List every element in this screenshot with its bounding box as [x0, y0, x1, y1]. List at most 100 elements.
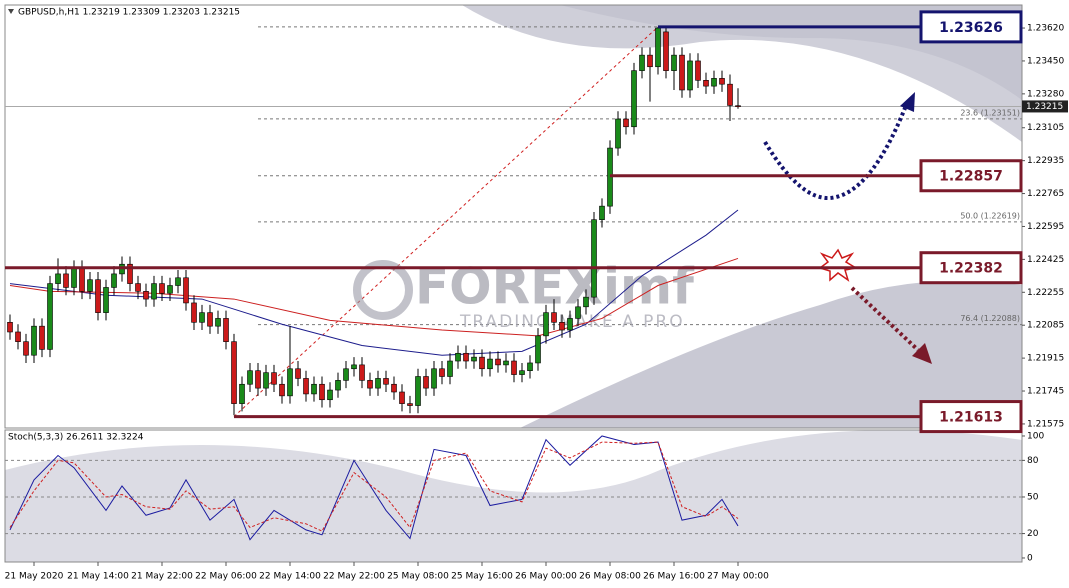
x-tick-label: 26 May 00:00 [515, 572, 577, 582]
candle-body [527, 362, 533, 371]
candle-body [327, 389, 333, 401]
candle-body [479, 356, 485, 370]
fib-label: 76.4 (1.22088) [960, 314, 1020, 323]
x-tick-label: 22 May 06:00 [195, 572, 257, 582]
y-tick-label: 1.22935 [1027, 156, 1064, 166]
y-tick-label: 1.21915 [1027, 354, 1064, 364]
candle-body [343, 368, 349, 381]
x-tick-label: 21 May 2020 [5, 572, 64, 582]
symbol-header: GBPUSD,h,H1 1.23219 1.23309 1.23203 1.23… [18, 8, 240, 18]
y-tick-label: 1.21575 [1027, 419, 1064, 429]
level-label: 1.22382 [939, 261, 1003, 277]
candle-body [215, 318, 221, 327]
breakout-icon [818, 248, 859, 282]
candle-body [655, 27, 661, 68]
candle-body [415, 376, 421, 406]
candle-body [399, 391, 405, 404]
y-tick-label: 1.23105 [1027, 123, 1064, 133]
x-tick-label: 22 May 14:00 [259, 572, 321, 582]
candle-body [711, 78, 717, 87]
candle-body [111, 273, 117, 288]
y-tick-label: 80 [1027, 456, 1039, 466]
y-tick-label: 1.22595 [1027, 222, 1064, 232]
candle-body [135, 283, 141, 292]
candle-body [231, 341, 237, 404]
candle-body [423, 376, 429, 389]
backdrop-shape [560, 5, 1022, 100]
candle-body [391, 383, 397, 393]
candle-body [367, 380, 373, 389]
candle-body [263, 372, 269, 389]
candle-body [127, 263, 133, 284]
candle-body [7, 321, 13, 333]
candle-body [647, 54, 653, 68]
candle-body [79, 267, 85, 292]
watermark-brand: FOREXimf [415, 258, 695, 316]
y-tick-label: 1.23280 [1027, 89, 1064, 99]
candle-body [463, 352, 469, 362]
candle-body [223, 318, 229, 342]
fib-label: 23.6 (1.23151) [960, 108, 1020, 117]
y-tick-label: 0 [1027, 553, 1033, 563]
x-tick-label: 21 May 22:00 [131, 572, 193, 582]
candle-body [487, 358, 493, 370]
candle-body [359, 364, 365, 381]
candle-body [71, 267, 77, 288]
candle-body [583, 296, 589, 308]
candle-body [519, 370, 525, 375]
x-tick-label: 25 May 16:00 [451, 572, 513, 582]
candle-body [63, 273, 69, 288]
plot [7, 26, 741, 541]
candle-body [695, 60, 701, 81]
y-tick-label: 20 [1027, 529, 1039, 539]
stoch-line [9, 441, 739, 532]
candle-body [175, 277, 181, 286]
stoch-header: Stoch(5,3,3) 26.2611 32.3224 [8, 433, 144, 443]
candle-body [95, 279, 101, 313]
candle-body [351, 364, 357, 370]
candle-body [431, 368, 437, 389]
candle-body [311, 383, 317, 395]
candle-body [535, 335, 541, 364]
candle-body [567, 318, 573, 331]
candle-body [271, 372, 277, 385]
x-tick-label: 21 May 14:00 [67, 572, 129, 582]
candle-body [687, 60, 693, 91]
candle-body [663, 31, 669, 71]
candle-body [543, 312, 549, 337]
candle-body [87, 279, 93, 292]
x-tick-label: 25 May 08:00 [387, 572, 449, 582]
candle-body [703, 80, 709, 87]
candle-body [39, 325, 45, 350]
candle-body [199, 312, 205, 323]
y-tick-label: 1.22085 [1027, 321, 1064, 331]
stoch-line [9, 435, 739, 541]
candle-body [599, 205, 605, 220]
y-tick-label: 1.23450 [1027, 56, 1064, 66]
stoch-panel [4, 429, 1023, 563]
fib-label: 50.0 (1.22619) [960, 211, 1020, 220]
level-box [919, 159, 1023, 193]
moving-average [9, 257, 739, 337]
candle-body [407, 403, 413, 406]
candle-body [31, 325, 37, 356]
candle-body [47, 283, 53, 350]
level-box [919, 400, 1023, 434]
candle-body [23, 341, 29, 356]
candle-body [735, 105, 741, 107]
candle-body [591, 219, 597, 298]
backdrop-shape [520, 280, 1022, 428]
candle-body [375, 378, 381, 389]
level-box [919, 251, 1023, 285]
candle-body [151, 283, 157, 300]
candle-body [159, 283, 165, 294]
symbol-icon [8, 9, 14, 14]
candle-body [15, 331, 21, 342]
candle-body [623, 118, 629, 128]
candle-body [143, 291, 149, 300]
candle-body [287, 368, 293, 397]
main-panel [4, 4, 1023, 429]
x-tick-label: 27 May 00:00 [707, 572, 769, 582]
current-price-label: 1.23215 [1026, 102, 1063, 112]
arrow-head [912, 343, 932, 364]
